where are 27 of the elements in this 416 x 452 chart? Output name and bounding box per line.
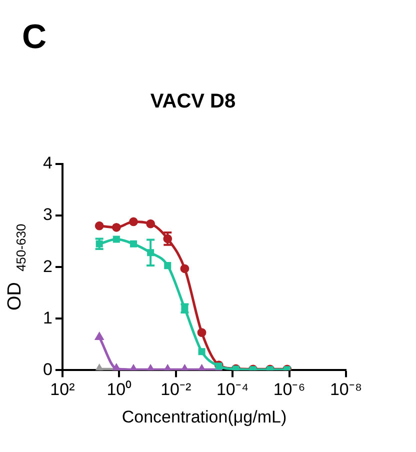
text: C xyxy=(22,18,47,57)
point xyxy=(130,240,137,248)
chart-title: VACV D8 xyxy=(150,90,236,113)
point xyxy=(180,264,190,274)
y-tick-label: 3 xyxy=(42,205,52,224)
x-tick-label: 10⁻⁶ xyxy=(273,380,306,400)
x-axis-title: Concentration(μg/mL) xyxy=(122,407,287,426)
point xyxy=(198,348,206,356)
point xyxy=(94,221,104,230)
point xyxy=(95,364,104,370)
y-tick-label: 1 xyxy=(42,308,52,328)
y-tick-label: 2 xyxy=(42,256,52,276)
point xyxy=(95,332,104,340)
point xyxy=(112,236,120,243)
point xyxy=(112,222,121,232)
y-tick-label: 4 xyxy=(42,154,52,173)
point xyxy=(164,262,172,270)
x-tick-label: 10² xyxy=(50,380,76,400)
x-tick-label: 10⁻⁴ xyxy=(216,380,249,400)
point xyxy=(129,217,138,226)
y-tick-label: 0 xyxy=(42,360,52,379)
point xyxy=(197,328,206,338)
x-tick-label: 10⁻² xyxy=(160,380,192,400)
x-tick-label: 10⁰ xyxy=(106,380,132,400)
x-tick-label: 10⁻⁸ xyxy=(330,380,362,400)
point xyxy=(146,219,156,228)
y-axis-title: OD 450-630 xyxy=(4,224,28,310)
